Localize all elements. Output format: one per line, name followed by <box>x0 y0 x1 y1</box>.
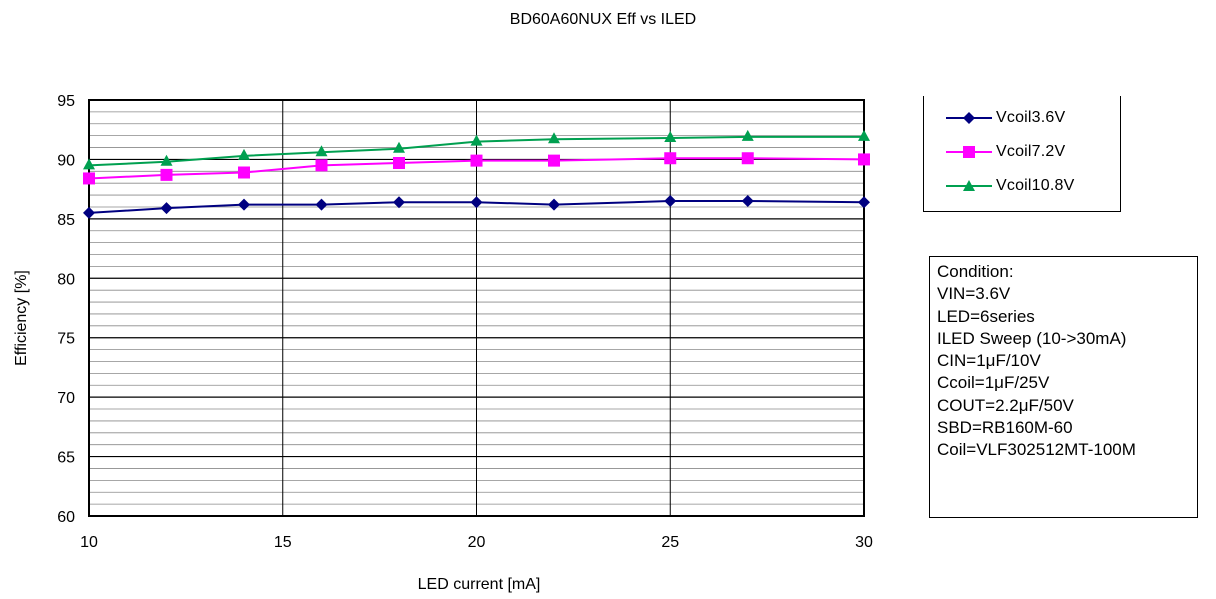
legend-marker-square <box>946 146 992 158</box>
legend-label: Vcoil7.2V <box>996 143 1066 160</box>
data-point-diamond <box>238 198 250 211</box>
data-point-square <box>393 156 405 169</box>
legend-item-vcoil7-2v: Vcoil7.2V <box>944 142 1065 162</box>
legend-item-vcoil3-6v: Vcoil3.6V <box>944 108 1065 128</box>
data-point-triangle <box>315 145 328 157</box>
y-tick-label: 70 <box>57 390 75 407</box>
data-point-square <box>470 154 483 167</box>
x-axis-label: LED current [mA] <box>418 576 541 593</box>
y-tick-label: 65 <box>57 450 75 467</box>
y-axis-label: Efficiency [%] <box>13 270 30 366</box>
condition-line: Coil=VLF302512MT-100M <box>937 440 1136 460</box>
condition-line: VIN=3.6V <box>937 284 1011 304</box>
plot-border <box>88 99 865 517</box>
data-point-diamond <box>160 202 173 215</box>
condition-line: Condition: <box>937 262 1014 281</box>
x-tick-label: 30 <box>855 534 873 551</box>
condition-line: COUT=2.2μF/50V <box>937 395 1074 415</box>
data-point-triangle <box>160 154 173 166</box>
data-point-triangle <box>741 129 754 141</box>
legend-label: Vcoil3.6V <box>996 109 1066 126</box>
y-tick-label: 75 <box>57 331 75 348</box>
condition-line: SBD=RB160M-60 <box>937 418 1073 438</box>
series-line <box>88 157 865 180</box>
legend: Vcoil3.6V Vcoil7.2V Vcoil10.8V <box>923 96 1121 212</box>
data-point-diamond <box>315 198 328 211</box>
y-tick-label: 80 <box>57 271 75 288</box>
data-point-square <box>858 153 870 166</box>
data-point-square <box>315 159 328 172</box>
data-point-square <box>83 172 95 185</box>
data-point-triangle <box>664 131 677 143</box>
chart-title: BD60A60NUX Eff vs ILED <box>510 11 696 28</box>
condition-line: CIN=1μF/10V <box>937 351 1041 371</box>
y-tick-label: 85 <box>57 212 75 229</box>
data-point-diamond <box>548 198 560 211</box>
y-tick-label: 60 <box>57 509 75 526</box>
condition-line: ILED Sweep (10->30mA) <box>937 328 1127 348</box>
x-tick-label: 10 <box>80 534 98 551</box>
plot-area: 60 65 70 75 80 85 90 95 10 15 20 25 30 <box>57 93 873 551</box>
data-point-square <box>160 168 173 181</box>
y-tick-label: 90 <box>57 152 75 169</box>
legend-marker-triangle <box>946 180 992 191</box>
data-point-triangle <box>858 129 870 141</box>
data-point-triangle <box>393 141 405 153</box>
data-point-square <box>238 166 250 179</box>
series-line <box>88 135 864 167</box>
data-point-triangle <box>548 132 560 144</box>
x-tick-label: 15 <box>274 534 292 551</box>
legend-marker-diamond <box>946 112 992 124</box>
x-tick-label: 25 <box>661 534 679 551</box>
data-point-triangle <box>470 134 483 146</box>
data-point-square <box>741 152 754 165</box>
data-point-diamond <box>858 196 870 209</box>
condition-line: LED=6series <box>937 306 1035 326</box>
data-point-square <box>664 152 677 165</box>
legend-label: Vcoil10.8V <box>996 177 1075 194</box>
condition-box: Condition: VIN=3.6V LED=6series ILED Swe… <box>929 256 1198 518</box>
series-line <box>88 200 865 214</box>
y-tick-label: 95 <box>57 93 75 110</box>
data-point-square <box>548 154 560 167</box>
legend-item-vcoil10-8v: Vcoil10.8V <box>944 176 1075 196</box>
data-point-diamond <box>470 196 483 209</box>
data-point-diamond <box>664 195 677 208</box>
x-tick-label: 20 <box>468 534 486 551</box>
condition-line: Ccoil=1μF/25V <box>937 373 1050 393</box>
data-point-triangle <box>83 158 95 170</box>
data-point-diamond <box>741 195 754 208</box>
data-point-diamond <box>83 206 95 219</box>
data-point-diamond <box>393 196 405 209</box>
data-point-triangle <box>238 148 250 160</box>
